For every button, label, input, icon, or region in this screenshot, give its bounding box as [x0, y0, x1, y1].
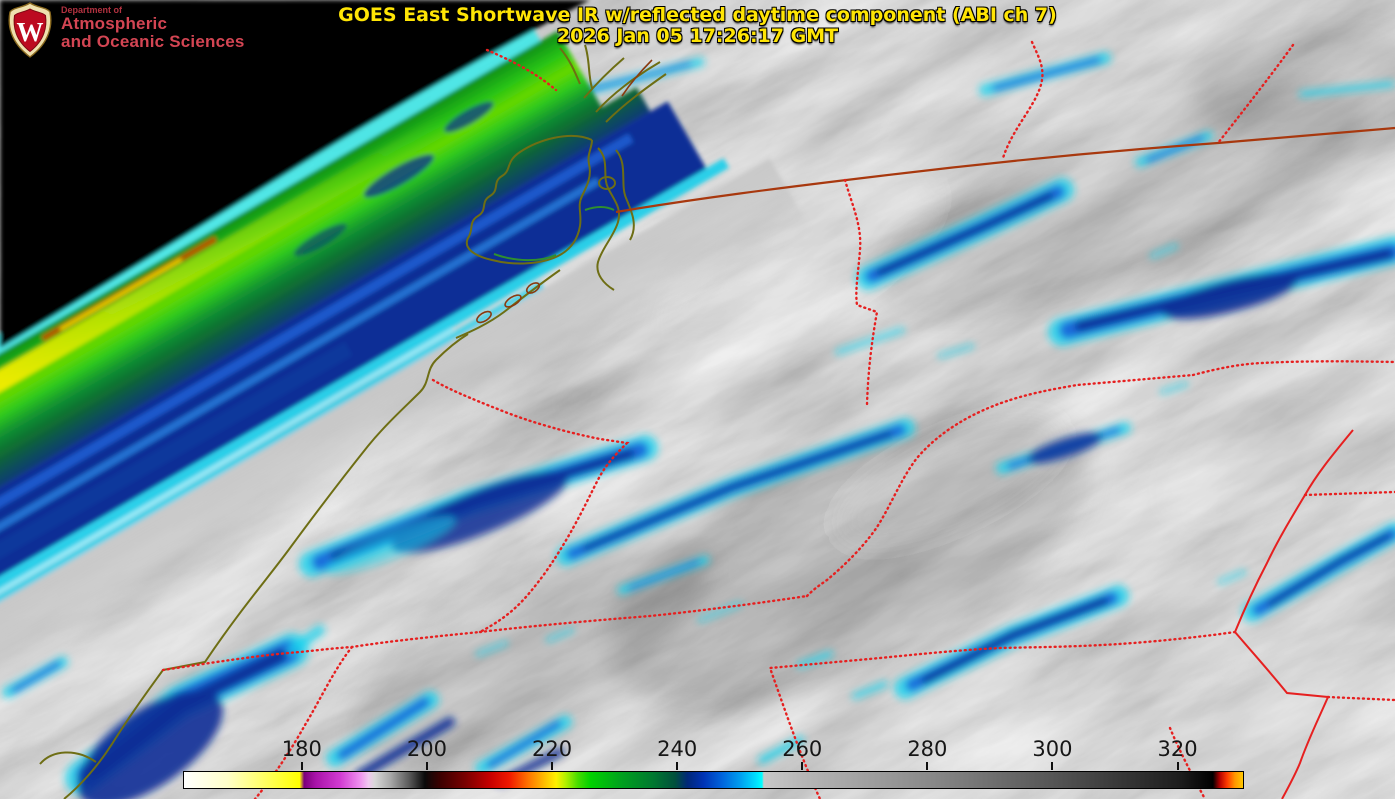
colorbar-tick	[926, 762, 929, 770]
crest-letter: W	[17, 17, 44, 47]
uw-crest-icon: W	[8, 2, 52, 58]
space-region	[0, 0, 590, 348]
colorbar-tick-label: 180	[281, 737, 322, 761]
colorbar-tick	[801, 762, 804, 770]
coastlines	[39, 44, 667, 799]
colorbar-tick-label: 200	[406, 737, 447, 761]
colorbar-tick-label: 240	[657, 737, 698, 761]
logo-dept-prefix: Department of	[61, 5, 123, 15]
logo-dept-line2: and Oceanic Sciences	[61, 32, 245, 52]
colorbar-tick	[300, 762, 303, 770]
colorbar-tick	[425, 762, 428, 770]
temperature-colorbar	[183, 771, 1244, 789]
state-borders	[161, 40, 1395, 799]
colorbar-tick	[551, 762, 554, 770]
colorbar-tick	[1051, 762, 1054, 770]
colorbar-tick-label: 220	[532, 737, 573, 761]
colorbar-tick-label: 300	[1032, 737, 1073, 761]
image-titles: GOES East Shortwave IR w/reflected dayti…	[338, 5, 1057, 47]
international-border	[615, 126, 1395, 214]
image-title: GOES East Shortwave IR w/reflected dayti…	[338, 4, 1057, 26]
colorbar-tick	[1176, 762, 1179, 770]
image-timestamp: 2026 Jan 05 17:26:17 GMT	[556, 25, 839, 47]
uw-aos-logo: W Department of Atmospheric and Oceanic …	[8, 2, 245, 58]
limb-bands	[0, 0, 811, 799]
colorbar-tick-label: 260	[782, 737, 823, 761]
colorbar-tick	[676, 762, 679, 770]
colorbar-tick-label: 320	[1157, 737, 1198, 761]
colorbar-tick-label: 280	[907, 737, 948, 761]
logo-dept-line1: Atmospheric	[61, 14, 168, 34]
